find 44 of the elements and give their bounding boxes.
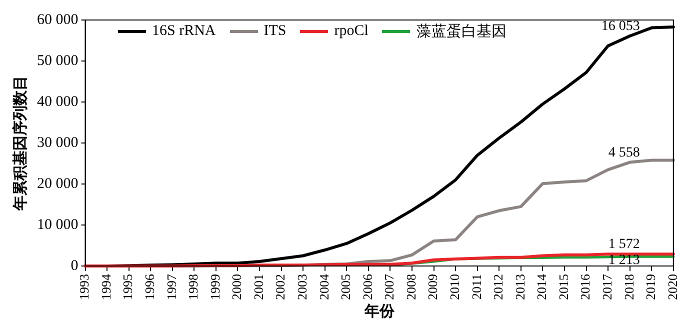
x-tick-label: 2016 bbox=[578, 274, 593, 300]
x-tick-label: 2009 bbox=[425, 274, 440, 300]
x-tick-label: 2000 bbox=[229, 274, 244, 300]
y-tick-label: 30 000 bbox=[37, 134, 78, 151]
x-axis-title: 年份 bbox=[363, 302, 396, 320]
x-tick-label: 1994 bbox=[98, 274, 114, 300]
x-tick-label: 2003 bbox=[294, 274, 310, 300]
legend-label: 16S rRNA bbox=[152, 23, 216, 40]
x-tick-label: 1999 bbox=[207, 274, 222, 300]
legend-label: ITS bbox=[264, 23, 286, 40]
x-tick-label: 2005 bbox=[338, 274, 354, 300]
x-tick-label: 1996 bbox=[142, 274, 158, 300]
x-tick-label: 2020 bbox=[664, 274, 680, 300]
legend-label: rpoCl bbox=[334, 23, 368, 40]
x-tick-label: 2018 bbox=[621, 274, 636, 300]
x-tick-label: 1998 bbox=[186, 274, 201, 300]
x-tick-label: 2015 bbox=[556, 274, 571, 300]
x-tick-label: 2017 bbox=[599, 274, 614, 300]
x-tick-label: 2010 bbox=[446, 274, 462, 300]
x-tick-label: 2013 bbox=[512, 274, 528, 300]
y-tick-label: 0 bbox=[70, 258, 78, 274]
y-tick-label: 20 000 bbox=[37, 176, 78, 192]
y-tick-label: 50 000 bbox=[37, 52, 78, 69]
x-tick-label: 2007 bbox=[382, 274, 397, 300]
x-tick-label: 2004 bbox=[316, 274, 332, 300]
x-tick-label: 2001 bbox=[250, 274, 266, 300]
y-tick-label: 60 000 bbox=[37, 12, 78, 28]
x-tick-label: 2014 bbox=[534, 274, 550, 300]
legend-label: 藻蓝蛋白基因 bbox=[416, 22, 506, 41]
x-tick-label: 2006 bbox=[360, 274, 375, 300]
y-axis-title: 年累积基因序列数目 bbox=[10, 76, 29, 212]
x-tick-label: 2019 bbox=[643, 274, 658, 300]
x-tick-label: 2011 bbox=[468, 274, 484, 300]
annotation: 1 572 bbox=[608, 237, 640, 252]
x-tick-label: 2002 bbox=[272, 274, 288, 300]
annotation: 4 558 bbox=[608, 145, 640, 160]
x-tick-label: 1995 bbox=[120, 274, 136, 300]
x-tick-label: 2008 bbox=[403, 274, 418, 300]
annotation: 16 053 bbox=[601, 18, 640, 34]
x-tick-label: 1997 bbox=[164, 274, 179, 300]
y-tick-label: 40 000 bbox=[37, 94, 78, 110]
x-tick-label: 2012 bbox=[490, 274, 506, 300]
x-tick-label: 1993 bbox=[76, 274, 92, 300]
y-tick-label: 10 000 bbox=[37, 216, 78, 233]
